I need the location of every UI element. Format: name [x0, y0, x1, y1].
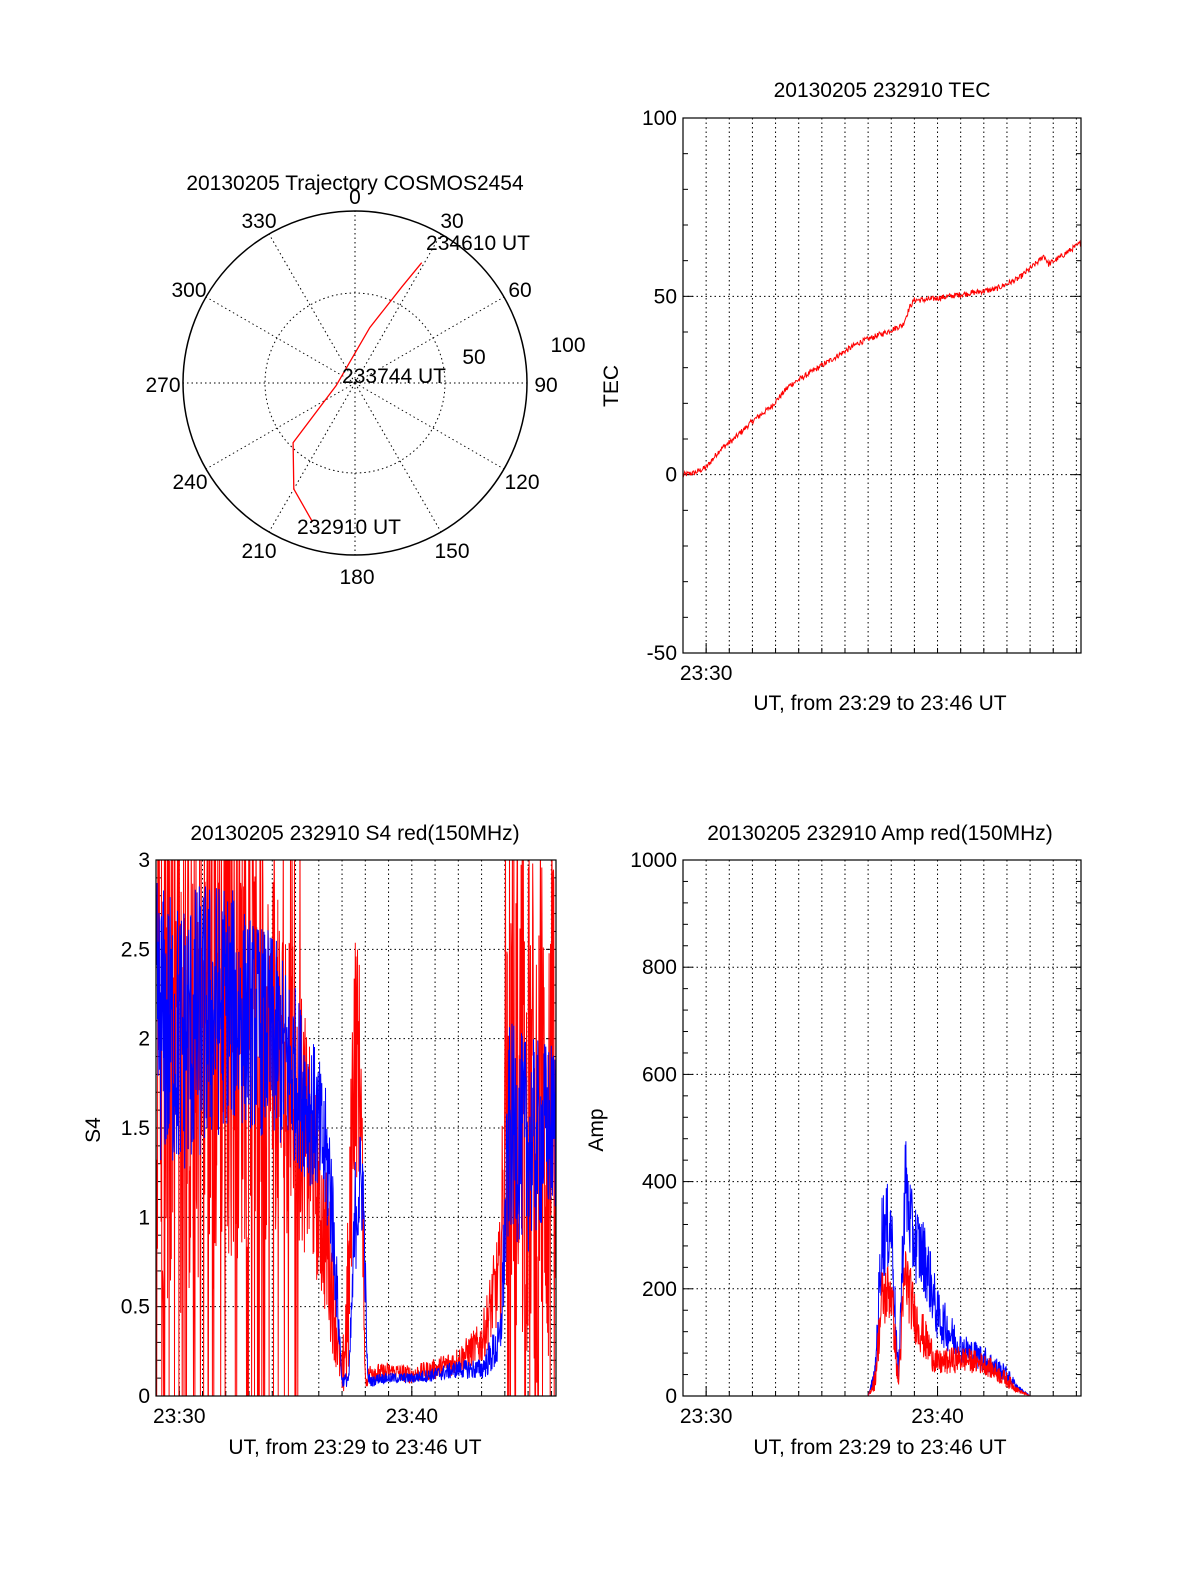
- polar-spoke: [205, 382, 356, 470]
- s4-series-blue: [156, 882, 556, 1387]
- trajectory-chart: 20130205 Trajectory COSMOS2454 0 30 60 90 12…: [145, 172, 585, 589]
- y-tick-label: 3: [138, 849, 150, 872]
- s4-title: 20130205 232910 S4 red(150MHz): [190, 822, 519, 845]
- s4-series-group: [156, 860, 556, 1396]
- polar-angle-label-330: 330: [241, 210, 276, 233]
- y-tick-label: 600: [642, 1063, 677, 1086]
- polar-radial-label-100: 100: [550, 334, 585, 357]
- amp-xlabel: UT, from 23:29 to 23:46 UT: [753, 1436, 1006, 1459]
- polar-spoke: [354, 296, 505, 384]
- amp-title: 20130205 232910 Amp red(150MHz): [707, 822, 1053, 845]
- polar-spoke: [268, 382, 356, 533]
- y-tick-label: 2.5: [121, 938, 150, 961]
- polar-labels: 0 30 60 90 120 150 180 210 240 270 300 330 50 100 2346…: [145, 186, 585, 589]
- amp-plot-area: 1000 800 600 400 200 023:30 23:40: [630, 849, 1082, 1428]
- trajectory-track: [292, 262, 423, 523]
- y-tick-label: 0: [665, 464, 677, 487]
- amp-chart: 20130205 232910 Amp red(150MHz) Amp UT, …: [585, 822, 1082, 1459]
- amp-series-group: [683, 1141, 1081, 1396]
- x-tick-label: 23:30: [153, 1405, 206, 1428]
- polar-spoke: [205, 296, 356, 384]
- polar-grid: [182, 210, 528, 556]
- trajectory-annotation: 233744 UT: [342, 365, 446, 388]
- y-tick-label: 100: [642, 107, 677, 130]
- amp-frame: [682, 859, 1082, 1397]
- x-tick-label: 23:30: [680, 1405, 733, 1428]
- tec-title: 20130205 232910 TEC: [774, 79, 991, 102]
- polar-angle-label-90: 90: [534, 374, 557, 397]
- s4-xlabel: UT, from 23:29 to 23:46 UT: [228, 1436, 481, 1459]
- trajectory-annotation: 232910 UT: [297, 516, 401, 539]
- y-tick-label: 800: [642, 956, 677, 979]
- polar-spoke: [354, 382, 505, 470]
- amp-series-red: [683, 1251, 1081, 1396]
- tec-series-line: [682, 239, 1082, 478]
- polar-angle-label-210: 210: [241, 540, 276, 563]
- tec-chart: 20130205 232910 TEC TEC UT, from 23:29 t…: [600, 79, 1082, 715]
- polar-angle-label-150: 150: [434, 540, 469, 563]
- x-tick-label: 23:30: [680, 662, 733, 685]
- x-tick-label: 23:40: [386, 1405, 439, 1428]
- polar-spoke: [268, 233, 356, 384]
- tec-xlabel: UT, from 23:29 to 23:46 UT: [753, 692, 1006, 715]
- trajectory-annotation: 234610 UT: [426, 232, 530, 255]
- polar-angle-label-270: 270: [145, 374, 180, 397]
- polar-angle-label-60: 60: [508, 279, 531, 302]
- s4-plot-area: 3 2.5 2 1.5 1 0.5 023:30 23:40: [121, 849, 557, 1428]
- trajectory-line: [292, 262, 423, 523]
- trajectory-title: 20130205 Trajectory COSMOS2454: [186, 172, 524, 195]
- s4-chart: 20130205 232910 S4 red(150MHz) S4 UT, fr…: [82, 822, 557, 1459]
- amp-ylabel: Amp: [585, 1108, 608, 1151]
- y-tick-label: 1.5: [121, 1117, 150, 1140]
- polar-radial-label-50: 50: [462, 346, 485, 369]
- s4-frame: [155, 859, 557, 1397]
- tec-ylabel: TEC: [600, 365, 623, 407]
- s4-ylabel: S4: [82, 1117, 105, 1143]
- y-tick-label: 1: [138, 1206, 150, 1229]
- amp-series-blue: [683, 1141, 1081, 1396]
- polar-angle-label-120: 120: [504, 471, 539, 494]
- y-tick-label: 2: [138, 1028, 150, 1051]
- y-tick-label: 0: [138, 1385, 150, 1408]
- s4-series-red: [156, 860, 556, 1396]
- y-tick-label: 0.5: [121, 1296, 150, 1319]
- polar-angle-label-30: 30: [440, 210, 463, 233]
- polar-angle-label-180: 180: [339, 566, 374, 589]
- y-tick-label: 50: [654, 285, 677, 308]
- y-tick-label: -50: [647, 642, 677, 665]
- tec-frame: [682, 117, 1082, 654]
- polar-angle-label-0: 0: [349, 186, 361, 209]
- polar-angle-label-300: 300: [171, 279, 206, 302]
- y-tick-label: 1000: [630, 849, 677, 872]
- y-tick-label: 0: [665, 1385, 677, 1408]
- polar-spoke: [354, 233, 442, 384]
- x-tick-label: 23:40: [911, 1405, 964, 1428]
- polar-spoke: [354, 382, 442, 533]
- polar-angle-label-240: 240: [172, 471, 207, 494]
- y-tick-label: 400: [642, 1171, 677, 1194]
- y-tick-label: 200: [642, 1278, 677, 1301]
